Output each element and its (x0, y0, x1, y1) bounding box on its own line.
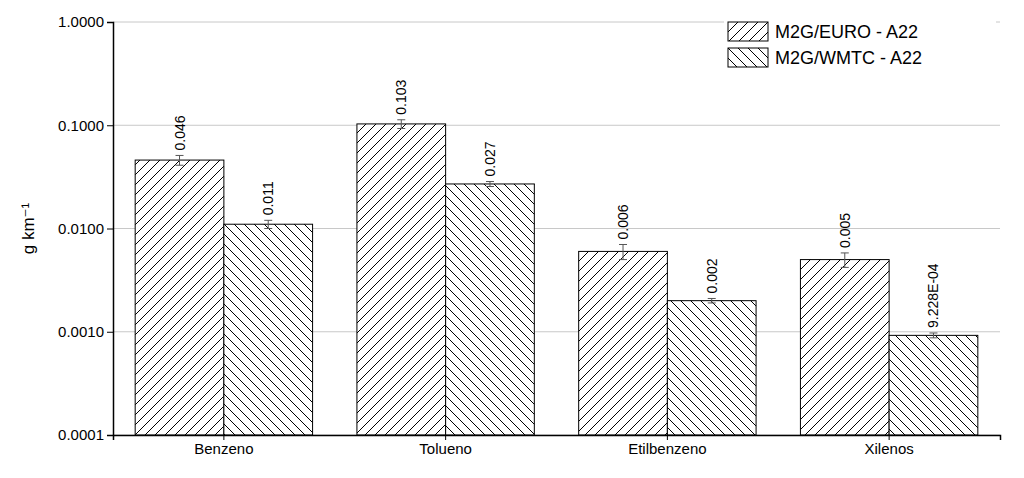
x-tick: Benzeno (194, 435, 253, 457)
y-tick-label: 0.0100 (58, 220, 104, 237)
error-bar-line (841, 253, 849, 267)
x-tick-label: Tolueno (419, 440, 472, 457)
data-label: 0.006 (615, 204, 631, 239)
grid (113, 22, 1000, 435)
legend-swatch (728, 48, 768, 67)
y-tick: 0.0001 (58, 426, 113, 443)
error-bar (929, 333, 937, 338)
y-axis: 0.0001 0.0010 0.0100 0.1000 1.0000 (58, 13, 113, 443)
y-tick-mark (107, 125, 113, 126)
bar (800, 260, 889, 435)
legend-background (724, 16, 996, 76)
x-tick-label: Benzeno (194, 440, 253, 457)
x-tick: Tolueno (419, 435, 472, 457)
x-tick-label: Xilenos (865, 440, 914, 457)
y-tick-label: 0.1000 (58, 117, 104, 134)
data-labels: 0.046 0.103 0.006 0.005 0.011 0.027 0.002 9.228… (172, 80, 942, 328)
error-bar (176, 155, 184, 165)
bar (667, 301, 756, 435)
x-tick: Xilenos (865, 435, 914, 457)
error-bar-line (486, 182, 494, 187)
y-tick: 0.0010 (58, 323, 113, 340)
error-bar (264, 220, 272, 228)
y-tick-label: 0.0001 (58, 426, 104, 443)
data-label: 0.103 (393, 80, 409, 115)
legend-label: M2G/WMTC - A22 (775, 48, 922, 68)
x-tick-label: Etilbenzeno (628, 440, 706, 457)
data-label: 0.002 (704, 258, 720, 293)
bar (446, 184, 535, 435)
y-tick: 0.0100 (58, 220, 113, 237)
y-tick-mark (107, 435, 113, 436)
error-bar (708, 298, 716, 302)
data-label: 9.228E-04 (925, 263, 941, 328)
y-tick-label: 1.0000 (58, 13, 104, 30)
data-label: 0.011 (260, 181, 276, 215)
y-tick: 1.0000 (58, 13, 113, 30)
y-tick: 0.1000 (58, 117, 113, 134)
bar (579, 251, 668, 435)
x-axis: Benzeno Tolueno Etilbenzeno Xilenos (114, 435, 1001, 457)
bar (357, 124, 446, 435)
x-tick: Etilbenzeno (628, 435, 706, 457)
error-bar-line (264, 220, 272, 228)
data-label: 0.027 (482, 141, 498, 176)
plot-area (135, 120, 978, 435)
y-tick-mark (107, 22, 113, 23)
legend-label: M2G/EURO - A22 (775, 22, 918, 42)
grid-line (113, 125, 1000, 126)
y-axis-line (107, 23, 114, 436)
bar (135, 160, 224, 435)
legend: M2G/EURO - A22 M2G/WMTC - A22 (724, 16, 996, 76)
y-tick-mark (107, 332, 113, 333)
data-label: 0.005 (837, 213, 853, 248)
error-bar (841, 253, 849, 267)
bar (224, 224, 313, 435)
error-bar-line (619, 244, 627, 259)
error-bar (486, 182, 494, 187)
y-axis-title: g km⁻¹ (19, 202, 38, 254)
chart: 0.046 0.103 0.006 0.005 0.011 0.027 0.002 9.228… (0, 0, 1024, 478)
error-bar-line (176, 155, 184, 165)
data-label: 0.046 (172, 115, 188, 150)
error-bar (397, 120, 405, 129)
error-bar-line (708, 298, 716, 302)
bar (889, 335, 978, 435)
error-bar (619, 244, 627, 259)
error-bar-line (397, 120, 405, 129)
y-tick-mark (107, 229, 113, 230)
legend-swatch (728, 22, 768, 41)
error-bar-line (929, 333, 937, 338)
y-tick-label: 0.0010 (58, 323, 104, 340)
